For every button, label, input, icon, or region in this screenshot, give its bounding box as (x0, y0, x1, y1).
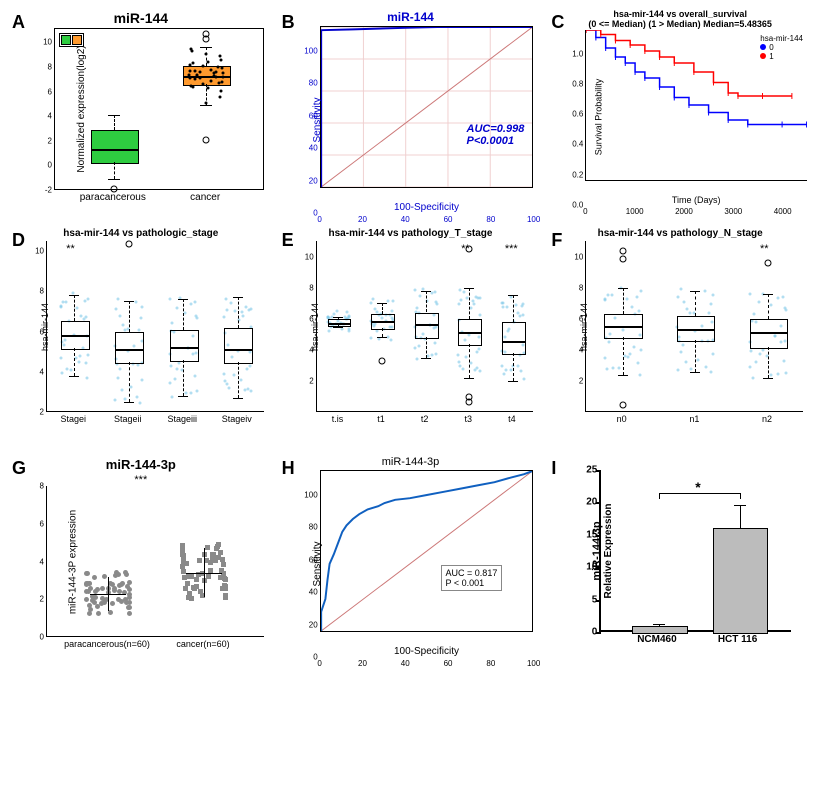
panelG-xticks: paracancerous(n=60)cancer(n=60) (46, 639, 264, 651)
panelG-sig: *** (10, 474, 272, 486)
panelI-ylabel2: Relative Expression (603, 503, 614, 598)
panelB-p-text: P<0.0001 (467, 135, 525, 147)
panel-H: H miR-144-3p AUC = 0.817 P < 0.001 Sensi… (280, 456, 542, 676)
panel-G: G miR-144-3p *** miR-144-3P expression 0… (10, 456, 272, 676)
panel-F: F hsa-mir-144 vs pathology_N_stage ** hs… (549, 228, 811, 448)
panelH-p-text: P < 0.001 (446, 578, 498, 588)
panel-E: E hsa-mir-144 vs pathology_T_stage *****… (280, 228, 542, 448)
panel-I: I * miR-144-3p Relative Expression 05101… (549, 456, 811, 676)
panelC-xticks: 01000200030004000 (585, 207, 807, 219)
panelH-auc-text: AUC = 0.817 (446, 568, 498, 578)
panelH-plot: AUC = 0.817 P < 0.001 (320, 470, 534, 632)
panelI-plot: * (599, 470, 791, 632)
panelC-legend-title: hsa-mir-144 (760, 34, 803, 43)
panelA-ylabel: Normalized expression(log2) (76, 45, 87, 172)
panelA-xticks: paracancerouscancer (54, 192, 264, 204)
panelA-yticks: -20246810 (34, 28, 52, 190)
panelD-xticks: StageiStageiiStageiiiStageiv (46, 414, 264, 426)
panelD-yticks: 246810 (26, 241, 44, 412)
panelF-plot: ** (585, 241, 803, 412)
legend-swatch-cancer (72, 35, 82, 45)
figure-grid: A miR-144 Normalized expression(log2) -2… (10, 10, 811, 676)
panel-label-C: C (551, 12, 564, 33)
panelF-title: hsa-mir-144 vs pathology_N_stage (549, 228, 811, 239)
legend-swatch-paracancerous (61, 35, 71, 45)
panelC-plot: hsa-mir-144 01 (585, 30, 807, 181)
panelA-title: miR-144 (10, 10, 272, 26)
panelG-title: miR-144-3p (106, 457, 176, 472)
panel-A: A miR-144 Normalized expression(log2) -2… (10, 10, 272, 220)
panelI-xticks: NCM460HCT 116 (599, 634, 791, 646)
panelH-yticks: 020406080100 (300, 470, 318, 657)
panelH-xlabel: 100-Specificity (320, 646, 534, 657)
panelB-title: miR-144 (280, 10, 542, 24)
panel-label-A: A (12, 12, 25, 33)
panelE-yticks: 246810 (296, 241, 314, 412)
panel-label-E: E (282, 230, 294, 251)
panelD-plot: ** (46, 241, 264, 412)
panelE-xticks: t.ist1t2t3t4 (316, 414, 534, 426)
panelF-yticks: 246810 (565, 241, 583, 412)
panelB-auc-text: AUC=0.998 (467, 123, 525, 135)
panel-D: D hsa-mir-144 vs pathologic_stage ** hsa… (10, 228, 272, 448)
panelB-yticks: 020406080100 (300, 26, 318, 213)
panelB-auc-label: AUC=0.998 P<0.0001 (467, 123, 525, 147)
panelC-legend: hsa-mir-144 01 (760, 34, 803, 61)
panelG-ylabel: miR-144-3P expression (68, 509, 79, 613)
panel-label-H: H (282, 458, 295, 479)
panelE-title: hsa-mir-144 vs pathology_T_stage (280, 228, 542, 239)
panel-label-D: D (12, 230, 25, 251)
panelH-title: miR-144-3p (280, 456, 542, 468)
panelB-xticks: 020406080100 (320, 215, 534, 227)
panel-label-I: I (551, 458, 556, 479)
panelD-title: hsa-mir-144 vs pathologic_stage (10, 228, 272, 239)
panelG-yticks: 02468 (26, 486, 44, 637)
panel-label-B: B (282, 12, 295, 33)
panelE-plot: ***** (316, 241, 534, 412)
panelB-xlabel: 100-Specificity (320, 202, 534, 213)
panelF-xticks: n0n1n2 (585, 414, 803, 426)
panelB-plot: AUC=0.998 P<0.0001 (320, 26, 534, 188)
panelH-auc-label: AUC = 0.817 P < 0.001 (441, 565, 503, 591)
panelC-ylabel: Survival Probability (594, 79, 604, 156)
panelH-xticks: 020406080100 (320, 659, 534, 671)
panel-C: C hsa-mir-144 vs overall_survival (0 <= … (549, 10, 811, 220)
panel-label-F: F (551, 230, 562, 251)
panelC-xlabel: Time (Days) (585, 195, 807, 205)
panelI-yticks: 0510152025 (579, 470, 597, 632)
panel-B: B miR-144 AUC=0.998 P<0.0001 Sensitivity… (280, 10, 542, 220)
panelC-title2: (0 <= Median) (1 > Median) Median=5.4836… (549, 20, 811, 30)
panelC-yticks: 0.00.20.40.60.81.0 (565, 30, 583, 205)
panel-label-G: G (12, 458, 26, 479)
